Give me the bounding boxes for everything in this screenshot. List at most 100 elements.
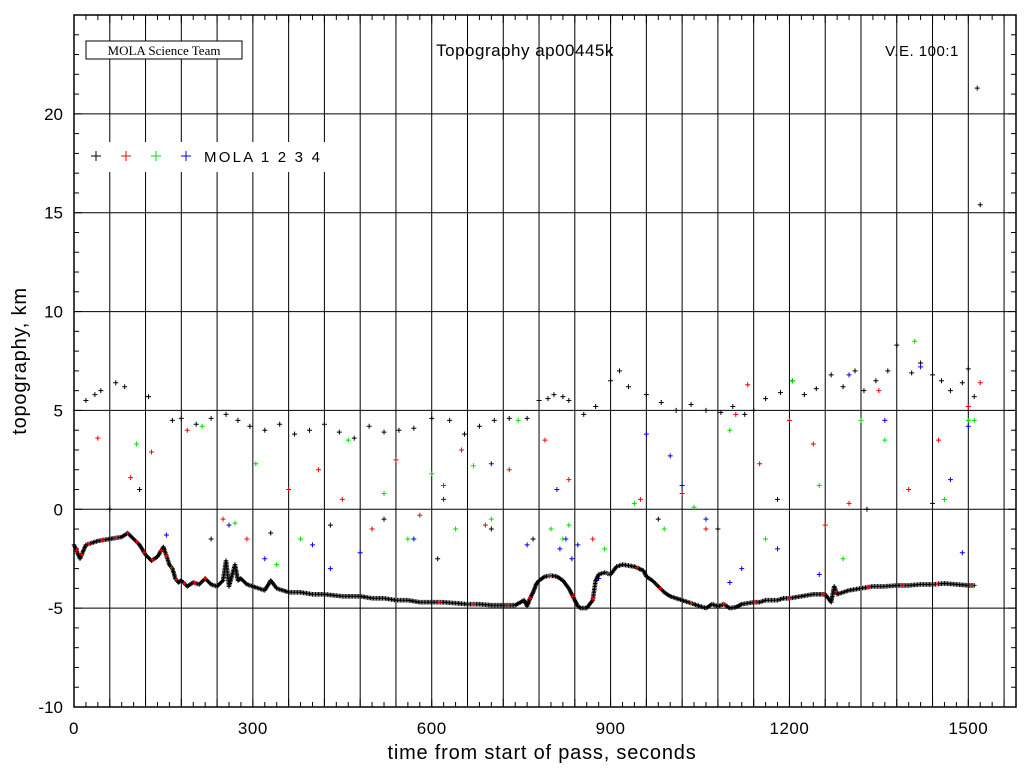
data-point: [476, 423, 482, 429]
data-point: [515, 417, 521, 423]
ground-track-point-ch2: [833, 589, 839, 594]
data-point: [235, 417, 241, 423]
data-point: [688, 401, 694, 407]
data-point: [122, 384, 128, 390]
legend-marker-channel-3: [151, 151, 161, 161]
data-point: [429, 471, 435, 477]
series-channel-2: [95, 380, 983, 542]
data-point: [417, 512, 423, 518]
data-point: [327, 522, 333, 528]
data-point: [816, 572, 822, 578]
data-point: [244, 536, 250, 542]
data-point: [566, 522, 572, 528]
data-point: [938, 378, 944, 384]
x-axis-label: time from start of pass, seconds: [387, 742, 696, 764]
data-point: [339, 496, 345, 502]
y-tick-label: -5: [48, 599, 63, 618]
data-point: [208, 415, 214, 421]
data-point: [149, 449, 155, 455]
data-point: [107, 506, 113, 512]
data-point: [703, 526, 709, 532]
data-point: [506, 467, 512, 473]
data-point: [822, 522, 828, 528]
data-point: [655, 516, 661, 522]
data-point: [146, 394, 152, 400]
data-point: [840, 556, 846, 562]
data-point: [95, 435, 101, 441]
axis-ticks: 0 300 600 900 1200 1500 -10 -5 0 5 10 15 20: [38, 14, 1017, 738]
data-point: [307, 427, 312, 433]
data-point: [852, 368, 858, 374]
data-point: [247, 423, 253, 429]
data-point: [763, 536, 769, 542]
data-point: [226, 522, 232, 528]
data-point: [98, 388, 104, 394]
data-point: [184, 427, 190, 433]
data-point: [813, 386, 819, 392]
data-point: [959, 550, 965, 556]
data-point: [566, 398, 572, 404]
data-point: [223, 411, 229, 417]
data-point: [786, 417, 792, 423]
ground-track-point-ch2: [164, 553, 169, 559]
data-point: [965, 403, 971, 409]
data-point: [548, 526, 554, 532]
data-point: [459, 447, 465, 453]
ground-track-point-ch2: [79, 552, 85, 557]
data-point: [661, 526, 667, 532]
data-point: [965, 366, 971, 372]
data-point: [947, 477, 953, 483]
data-point: [625, 384, 631, 390]
ground-track-point-ch2: [436, 599, 442, 605]
legend-background: [84, 142, 330, 172]
ground-track-point-ch2: [570, 593, 576, 599]
ground-track-point-ch2: [169, 565, 174, 570]
data-point: [617, 368, 623, 374]
y-tick-label: 15: [44, 204, 63, 223]
ground-track-point-ch2: [590, 596, 596, 602]
data-point: [566, 477, 572, 483]
badge-box: [85, 40, 243, 60]
data-point: [327, 566, 333, 572]
y-tick-label: 5: [54, 401, 63, 420]
y-tick-label: -10: [38, 698, 63, 717]
x-tick-label: 900: [596, 719, 626, 738]
data-point: [381, 516, 387, 522]
data-point: [193, 421, 199, 427]
legend: MOLA 1 2 3 4: [84, 142, 330, 172]
data-point: [775, 546, 781, 552]
data-point: [557, 546, 563, 552]
data-point: [262, 556, 268, 562]
data-point: [658, 400, 664, 406]
data-point: [631, 500, 637, 506]
data-point: [739, 566, 745, 572]
data-point: [286, 487, 292, 493]
data-point: [864, 506, 870, 512]
ground-track-point-ch2: [158, 548, 164, 553]
data-point: [482, 522, 488, 528]
data-point: [977, 380, 983, 386]
data-point: [429, 415, 435, 421]
data-point: [366, 423, 372, 429]
data-point: [277, 421, 283, 427]
data-point: [608, 378, 614, 384]
ground-track-point-ch2: [113, 535, 119, 541]
legend-marker-channel-2: [121, 151, 131, 161]
data-point: [816, 483, 822, 489]
data-point: [947, 388, 953, 394]
x-tick-label: 0: [69, 719, 79, 738]
data-point: [745, 382, 751, 388]
data-point: [828, 372, 834, 378]
data-point: [488, 526, 494, 532]
data-point: [930, 500, 936, 506]
data-point: [846, 372, 852, 378]
data-point: [971, 417, 977, 423]
data-point: [128, 475, 134, 481]
ground-track-point-ch2: [821, 592, 827, 597]
legend-markers: [91, 151, 191, 161]
data-point: [971, 394, 977, 400]
data-point: [930, 372, 936, 378]
data-point: [351, 435, 357, 441]
data-point: [524, 415, 530, 421]
ground-track-point-ch2: [181, 581, 187, 586]
